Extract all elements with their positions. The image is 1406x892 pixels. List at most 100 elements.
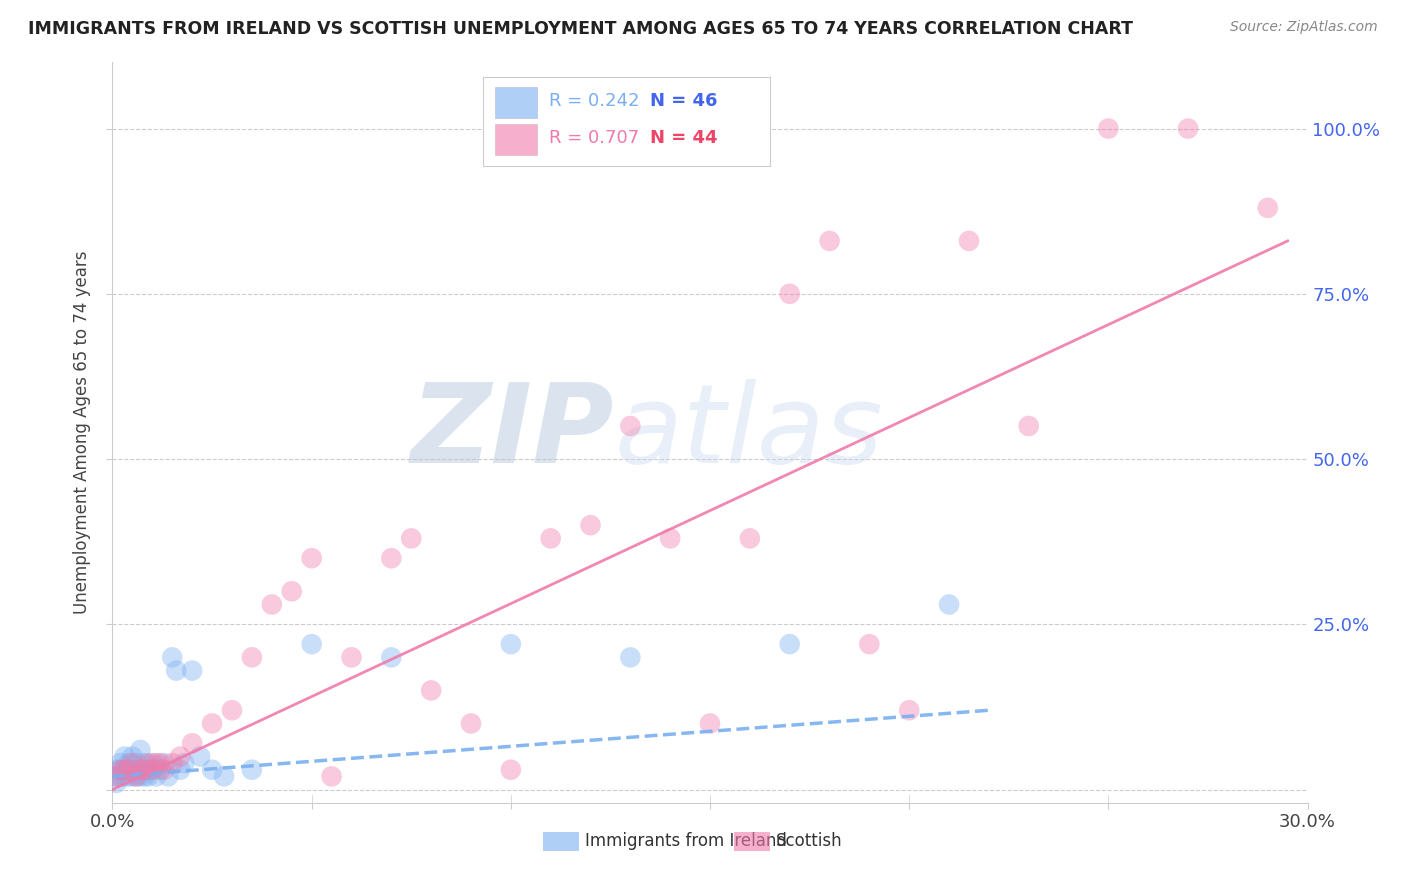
Point [380,551,402,566]
Point [141,763,163,777]
Point [499,763,522,777]
Point [105,769,128,783]
Point [153,763,176,777]
Text: ZIP: ZIP [411,379,614,486]
Point [779,286,801,301]
Point [659,532,682,546]
Point [162,650,183,665]
Point [149,763,172,777]
Point [188,749,211,764]
Point [738,532,761,546]
Point [138,769,160,783]
Point [1257,201,1279,215]
Point [153,756,176,771]
Point [121,756,143,771]
Text: R = 0.707: R = 0.707 [548,129,638,147]
Text: R = 0.242: R = 0.242 [548,92,640,110]
Point [221,703,243,717]
Point [110,756,132,771]
Point [125,769,148,783]
Point [938,598,960,612]
Point [699,716,721,731]
Text: N = 46: N = 46 [651,92,718,110]
Point [240,650,263,665]
Point [201,716,224,731]
Point [1018,419,1040,434]
Point [301,551,323,566]
Point [181,736,204,750]
Point [898,703,921,717]
Point [173,756,195,771]
Point [201,763,224,777]
Point [138,763,160,777]
FancyBboxPatch shape [495,124,537,155]
Point [145,756,167,771]
FancyBboxPatch shape [734,832,770,851]
Point [540,532,562,546]
Point [110,769,132,783]
Point [141,756,163,771]
Point [129,763,152,777]
Point [134,763,156,777]
Point [110,763,132,777]
Point [125,756,148,771]
Point [145,769,167,783]
Point [114,769,135,783]
Point [117,763,139,777]
Point [301,637,323,651]
Point [134,756,156,771]
Point [105,769,128,783]
Point [1177,121,1199,136]
FancyBboxPatch shape [484,78,770,166]
Point [401,532,423,546]
Point [1097,121,1119,136]
Point [129,743,152,757]
Point [105,763,128,777]
Point [114,763,135,777]
Y-axis label: Unemployment Among Ages 65 to 74 years: Unemployment Among Ages 65 to 74 years [73,251,91,615]
Point [260,598,283,612]
Point [380,650,402,665]
Point [138,756,160,771]
Point [420,683,443,698]
Point [134,769,156,783]
Point [181,664,204,678]
Point [212,769,235,783]
Point [165,664,187,678]
Text: Scottish: Scottish [776,832,842,850]
FancyBboxPatch shape [495,87,537,118]
Point [121,749,143,764]
Point [858,637,880,651]
Point [779,637,801,651]
Point [149,756,172,771]
Point [460,716,482,731]
Point [134,763,156,777]
Text: N = 44: N = 44 [651,129,718,147]
Point [619,419,641,434]
Point [129,769,152,783]
Point [121,763,143,777]
Point [340,650,363,665]
Point [117,763,139,777]
Point [240,763,263,777]
Point [169,763,191,777]
Text: Source: ZipAtlas.com: Source: ZipAtlas.com [1230,20,1378,34]
Point [114,749,135,764]
Text: IMMIGRANTS FROM IRELAND VS SCOTTISH UNEMPLOYMENT AMONG AGES 65 TO 74 YEARS CORRE: IMMIGRANTS FROM IRELAND VS SCOTTISH UNEM… [28,20,1133,37]
Point [114,763,135,777]
Point [125,769,148,783]
Point [619,650,641,665]
Point [141,763,163,777]
Point [117,756,139,771]
Point [121,769,143,783]
Point [818,234,841,248]
FancyBboxPatch shape [543,832,579,851]
Point [110,763,132,777]
Point [499,637,522,651]
Text: atlas: atlas [614,379,883,486]
Point [129,763,152,777]
Point [162,756,183,771]
Point [281,584,304,599]
Point [169,749,191,764]
Point [157,769,180,783]
